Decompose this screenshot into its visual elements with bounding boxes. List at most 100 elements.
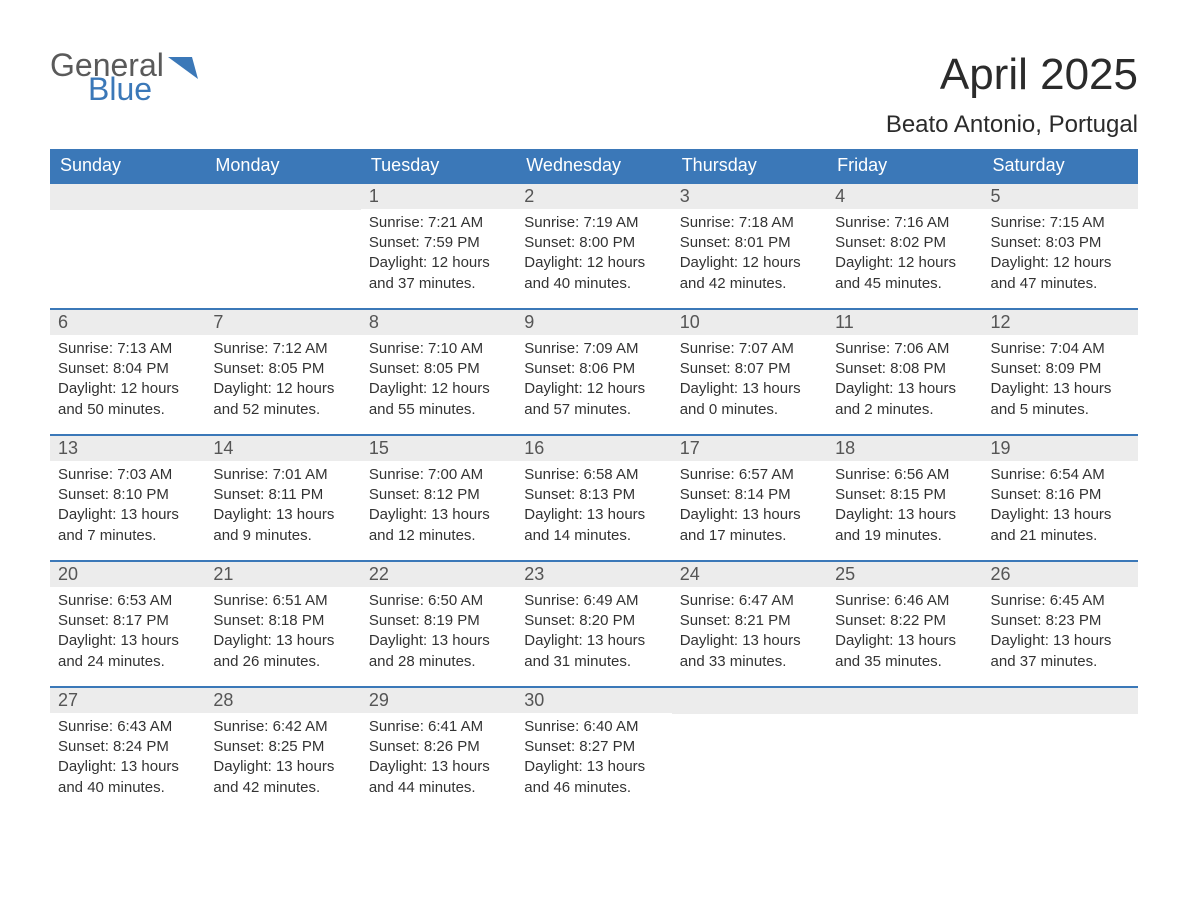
calendar-day-cell: 5Sunrise: 7:15 AMSunset: 8:03 PMDaylight…: [983, 183, 1138, 309]
day-number: 4: [827, 184, 982, 209]
sunrise-line: Sunrise: 6:58 AM: [524, 465, 663, 485]
day-details: Sunrise: 6:50 AMSunset: 8:19 PMDaylight:…: [361, 587, 516, 680]
daylight-line: Daylight: 13 hours and 44 minutes.: [369, 757, 508, 798]
daylight-line: Daylight: 12 hours and 45 minutes.: [835, 253, 974, 294]
calendar-day-cell: 16Sunrise: 6:58 AMSunset: 8:13 PMDayligh…: [516, 435, 671, 561]
sunrise-line: Sunrise: 7:03 AM: [58, 465, 197, 485]
logo: General Blue: [50, 50, 198, 105]
day-details: Sunrise: 6:40 AMSunset: 8:27 PMDaylight:…: [516, 713, 671, 806]
day-number: 12: [983, 310, 1138, 335]
sunset-line: Sunset: 8:15 PM: [835, 485, 974, 505]
day-number: 1: [361, 184, 516, 209]
calendar-day-cell: 22Sunrise: 6:50 AMSunset: 8:19 PMDayligh…: [361, 561, 516, 687]
empty-day-header: [827, 688, 982, 714]
daylight-line: Daylight: 13 hours and 12 minutes.: [369, 505, 508, 546]
sunrise-line: Sunrise: 7:18 AM: [680, 213, 819, 233]
daylight-line: Daylight: 13 hours and 14 minutes.: [524, 505, 663, 546]
day-details: Sunrise: 6:51 AMSunset: 8:18 PMDaylight:…: [205, 587, 360, 680]
day-details: Sunrise: 6:45 AMSunset: 8:23 PMDaylight:…: [983, 587, 1138, 680]
sunset-line: Sunset: 8:25 PM: [213, 737, 352, 757]
calendar-body: 1Sunrise: 7:21 AMSunset: 7:59 PMDaylight…: [50, 183, 1138, 813]
calendar-day-cell: 28Sunrise: 6:42 AMSunset: 8:25 PMDayligh…: [205, 687, 360, 813]
day-number: 30: [516, 688, 671, 713]
sunset-line: Sunset: 8:03 PM: [991, 233, 1130, 253]
sunrise-line: Sunrise: 6:57 AM: [680, 465, 819, 485]
sunrise-line: Sunrise: 7:04 AM: [991, 339, 1130, 359]
day-number: 9: [516, 310, 671, 335]
calendar-table: SundayMondayTuesdayWednesdayThursdayFrid…: [50, 149, 1138, 813]
day-number: 22: [361, 562, 516, 587]
calendar-empty-cell: [827, 687, 982, 813]
calendar-day-cell: 15Sunrise: 7:00 AMSunset: 8:12 PMDayligh…: [361, 435, 516, 561]
calendar-day-cell: 19Sunrise: 6:54 AMSunset: 8:16 PMDayligh…: [983, 435, 1138, 561]
sunset-line: Sunset: 8:02 PM: [835, 233, 974, 253]
daylight-line: Daylight: 13 hours and 42 minutes.: [213, 757, 352, 798]
day-number: 26: [983, 562, 1138, 587]
daylight-line: Daylight: 13 hours and 7 minutes.: [58, 505, 197, 546]
sunrise-line: Sunrise: 6:50 AM: [369, 591, 508, 611]
calendar-week-row: 1Sunrise: 7:21 AMSunset: 7:59 PMDaylight…: [50, 183, 1138, 309]
sunset-line: Sunset: 8:13 PM: [524, 485, 663, 505]
calendar-empty-cell: [672, 687, 827, 813]
daylight-line: Daylight: 13 hours and 26 minutes.: [213, 631, 352, 672]
day-details: Sunrise: 7:19 AMSunset: 8:00 PMDaylight:…: [516, 209, 671, 302]
day-number: 6: [50, 310, 205, 335]
sunset-line: Sunset: 8:16 PM: [991, 485, 1130, 505]
day-details: Sunrise: 6:47 AMSunset: 8:21 PMDaylight:…: [672, 587, 827, 680]
sunrise-line: Sunrise: 6:43 AM: [58, 717, 197, 737]
sunrise-line: Sunrise: 6:41 AM: [369, 717, 508, 737]
sunset-line: Sunset: 8:07 PM: [680, 359, 819, 379]
sunrise-line: Sunrise: 7:15 AM: [991, 213, 1130, 233]
calendar-day-cell: 1Sunrise: 7:21 AMSunset: 7:59 PMDaylight…: [361, 183, 516, 309]
sunset-line: Sunset: 8:21 PM: [680, 611, 819, 631]
day-number: 16: [516, 436, 671, 461]
sunset-line: Sunset: 8:18 PM: [213, 611, 352, 631]
calendar-week-row: 27Sunrise: 6:43 AMSunset: 8:24 PMDayligh…: [50, 687, 1138, 813]
calendar-week-row: 20Sunrise: 6:53 AMSunset: 8:17 PMDayligh…: [50, 561, 1138, 687]
weekday-header: Sunday: [50, 149, 205, 183]
sunset-line: Sunset: 8:10 PM: [58, 485, 197, 505]
sunrise-line: Sunrise: 7:09 AM: [524, 339, 663, 359]
day-details: Sunrise: 7:13 AMSunset: 8:04 PMDaylight:…: [50, 335, 205, 428]
calendar-day-cell: 17Sunrise: 6:57 AMSunset: 8:14 PMDayligh…: [672, 435, 827, 561]
sunrise-line: Sunrise: 6:49 AM: [524, 591, 663, 611]
day-number: 11: [827, 310, 982, 335]
calendar-day-cell: 30Sunrise: 6:40 AMSunset: 8:27 PMDayligh…: [516, 687, 671, 813]
sunrise-line: Sunrise: 7:10 AM: [369, 339, 508, 359]
sunset-line: Sunset: 8:08 PM: [835, 359, 974, 379]
day-details: Sunrise: 7:21 AMSunset: 7:59 PMDaylight:…: [361, 209, 516, 302]
calendar-day-cell: 4 Sunrise: 7:16 AMSunset: 8:02 PMDaylight…: [827, 183, 982, 309]
day-details: Sunrise: 6:42 AMSunset: 8:25 PMDaylight:…: [205, 713, 360, 806]
sunset-line: Sunset: 8:04 PM: [58, 359, 197, 379]
sunrise-line: Sunrise: 6:47 AM: [680, 591, 819, 611]
empty-day-header: [983, 688, 1138, 714]
day-details: Sunrise: 6:46 AMSunset: 8:22 PMDaylight:…: [827, 587, 982, 680]
daylight-line: Daylight: 12 hours and 37 minutes.: [369, 253, 508, 294]
daylight-line: Daylight: 12 hours and 47 minutes.: [991, 253, 1130, 294]
sunrise-line: Sunrise: 7:13 AM: [58, 339, 197, 359]
day-details: Sunrise: 7:03 AMSunset: 8:10 PMDaylight:…: [50, 461, 205, 554]
day-number: 18: [827, 436, 982, 461]
day-number: 15: [361, 436, 516, 461]
calendar-empty-cell: [983, 687, 1138, 813]
calendar-empty-cell: [50, 183, 205, 309]
day-details: Sunrise: 6:54 AMSunset: 8:16 PMDaylight:…: [983, 461, 1138, 554]
day-number: 10: [672, 310, 827, 335]
sunset-line: Sunset: 8:20 PM: [524, 611, 663, 631]
daylight-line: Daylight: 13 hours and 5 minutes.: [991, 379, 1130, 420]
sunset-line: Sunset: 8:00 PM: [524, 233, 663, 253]
day-details: Sunrise: 7:15 AMSunset: 8:03 PMDaylight:…: [983, 209, 1138, 302]
weekday-header: Thursday: [672, 149, 827, 183]
day-details: Sunrise: 6:41 AMSunset: 8:26 PMDaylight:…: [361, 713, 516, 806]
day-number: 24: [672, 562, 827, 587]
day-number: 20: [50, 562, 205, 587]
sunrise-line: Sunrise: 6:51 AM: [213, 591, 352, 611]
sunset-line: Sunset: 8:17 PM: [58, 611, 197, 631]
calendar-day-cell: 9Sunrise: 7:09 AMSunset: 8:06 PMDaylight…: [516, 309, 671, 435]
day-details: Sunrise: 7:09 AMSunset: 8:06 PMDaylight:…: [516, 335, 671, 428]
day-details: Sunrise: 6:58 AMSunset: 8:13 PMDaylight:…: [516, 461, 671, 554]
sunrise-line: Sunrise: 7:16 AM: [835, 213, 974, 233]
sunset-line: Sunset: 8:27 PM: [524, 737, 663, 757]
calendar-day-cell: 26Sunrise: 6:45 AMSunset: 8:23 PMDayligh…: [983, 561, 1138, 687]
sunset-line: Sunset: 8:09 PM: [991, 359, 1130, 379]
